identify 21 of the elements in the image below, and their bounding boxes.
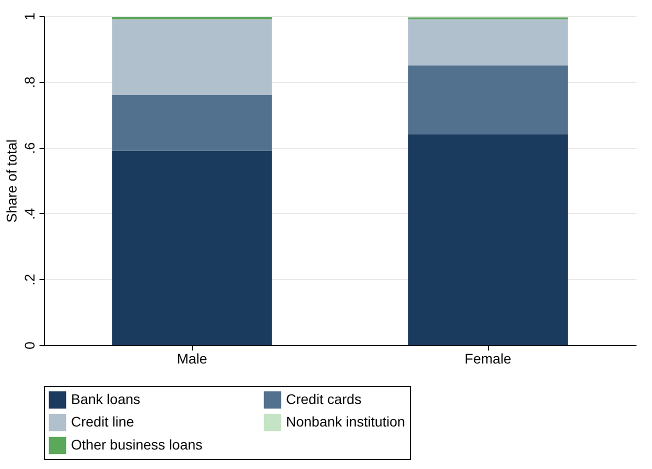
x-tick-label: Female bbox=[464, 350, 512, 366]
legend-label: Other business loans bbox=[71, 436, 203, 452]
y-tick-label: 0 bbox=[22, 341, 38, 350]
bar bbox=[408, 19, 568, 66]
bar bbox=[112, 94, 272, 151]
legend-label: Credit line bbox=[71, 414, 134, 430]
y-tick-label: .6 bbox=[22, 142, 38, 154]
legend-label: Nonbank institution bbox=[286, 414, 406, 430]
y-tick-label: .8 bbox=[22, 76, 38, 88]
bar bbox=[408, 65, 568, 134]
legend-label: Credit cards bbox=[286, 390, 362, 407]
bar bbox=[112, 19, 272, 95]
y-axis-title: Share of total bbox=[4, 139, 20, 223]
x-tick-label: Male bbox=[176, 350, 208, 366]
y-tick-label: 1 bbox=[22, 12, 38, 20]
bar bbox=[408, 134, 568, 345]
y-tick-label: .2 bbox=[22, 274, 38, 286]
legend-label: Bank loans bbox=[71, 390, 140, 407]
bar bbox=[112, 150, 272, 345]
y-tick-label: .4 bbox=[22, 208, 38, 220]
bar bbox=[112, 16, 272, 20]
